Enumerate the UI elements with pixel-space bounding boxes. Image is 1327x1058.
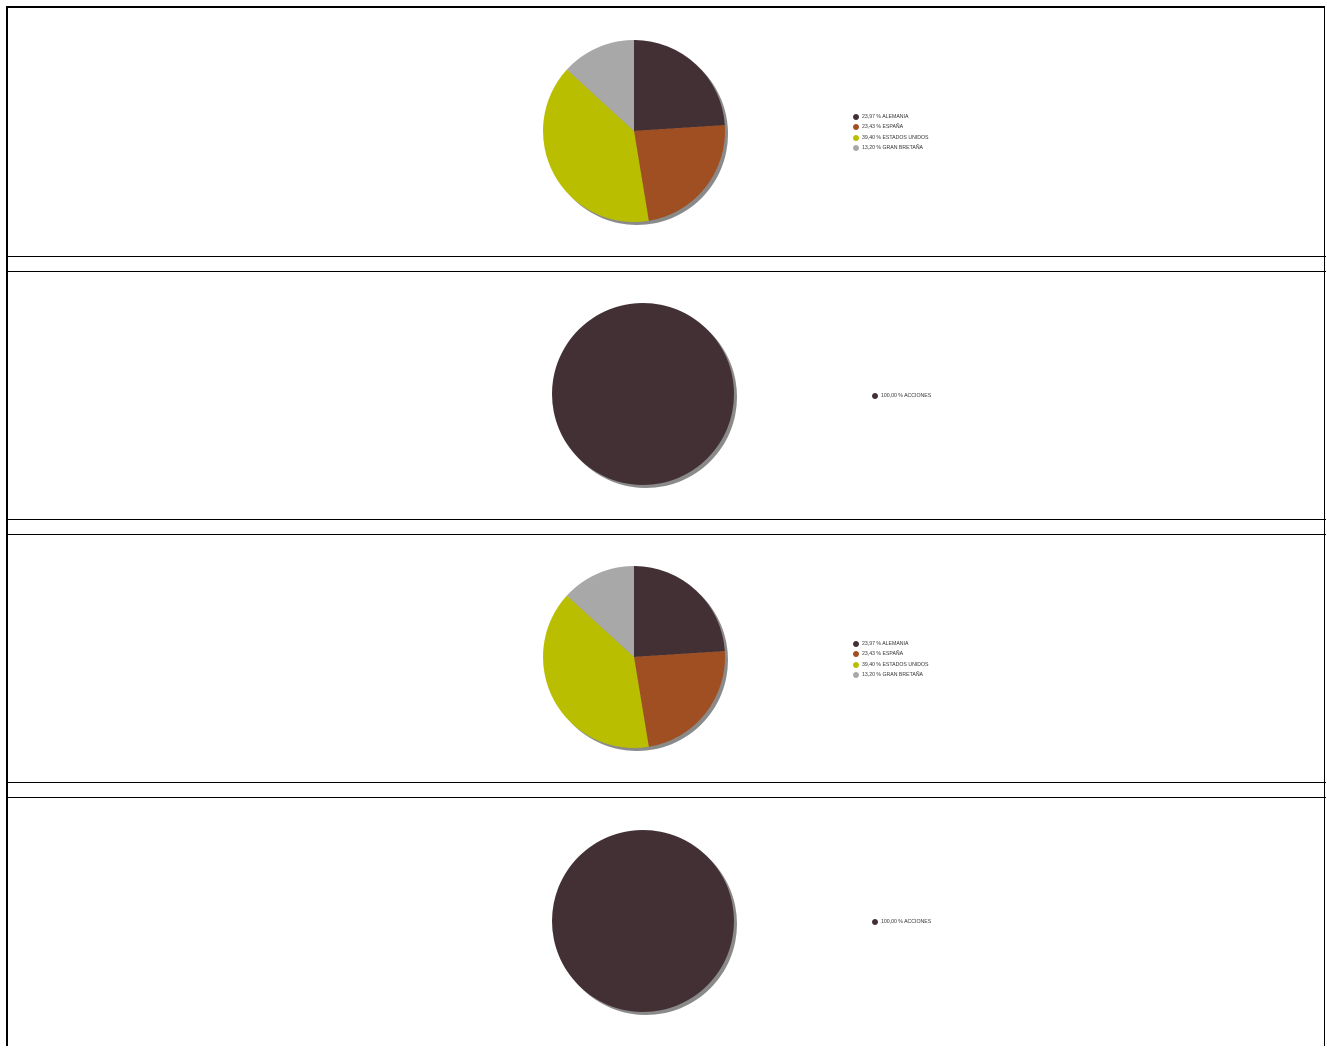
legend-swatch <box>853 124 859 131</box>
legend-assets-2: 100,00 % ACCIONES <box>872 917 931 927</box>
legend-countries-2: 23,97 % ALEMANIA 23,43 % ESPAÑA 39,40 % ES… <box>853 639 929 680</box>
legend-item-estados-unidos: 39,40 % ESTADOS UNIDOS <box>853 660 929 670</box>
legend-label: 23,43 % ESPAÑA <box>862 651 904 658</box>
legend-label: 39,40 % ESTADOS UNIDOS <box>862 134 929 141</box>
pie-chart-countries-1 <box>542 39 728 225</box>
pie-slice-gran-bretana <box>566 39 634 131</box>
pie-slice-gran-bretana <box>566 566 634 657</box>
legend-item-alemania: 23,97 % ALEMANIA <box>853 112 929 122</box>
chart-panel-assets-1: 100,00 % ACCIONES <box>8 272 1326 520</box>
legend-label: 39,40 % ESTADOS UNIDOS <box>862 661 929 668</box>
legend-swatch <box>853 651 859 658</box>
legend-swatch <box>853 641 859 648</box>
legend-swatch <box>853 672 859 679</box>
legend-assets-1: 100,00 % ACCIONES <box>872 391 931 401</box>
pie-slice-alemania <box>634 40 725 131</box>
legend-item-espana: 23,43 % ESPAÑA <box>853 122 929 132</box>
legend-label: 23,97 % ALEMANIA <box>862 641 909 648</box>
chart-panel-countries-1: 23,97 % ALEMANIA 23,43 % ESPAÑA 39,40 % ES… <box>8 8 1326 257</box>
legend-label: 100,00 % ACCIONES <box>881 919 932 926</box>
legend-item-espana: 23,43 % ESPAÑA <box>853 649 929 659</box>
section-separator <box>8 783 1326 798</box>
pie-slice-espana <box>634 125 726 221</box>
pie-slice-estados-unidos <box>542 69 649 223</box>
pie-slice-acciones <box>552 303 734 485</box>
pie-slice-alemania <box>634 566 725 657</box>
pie-slice-acciones <box>552 830 734 1012</box>
legend-item-gran-bretana: 13,20 % GRAN BRETAÑA <box>853 143 929 153</box>
chart-panel-assets-2: 100,00 % ACCIONES <box>8 798 1326 1058</box>
legend-label: 23,43 % ESPAÑA <box>862 124 904 131</box>
legend-item-acciones: 100,00 % ACCIONES <box>872 391 931 401</box>
legend-item-acciones: 100,00 % ACCIONES <box>872 917 931 927</box>
legend-swatch <box>853 134 859 141</box>
legend-swatch <box>853 661 859 668</box>
legend-item-alemania: 23,97 % ALEMANIA <box>853 639 929 649</box>
pie-slice-espana <box>634 651 726 747</box>
legend-label: 13,20 % GRAN BRETAÑA <box>862 672 924 679</box>
report-frame <box>6 6 1325 1046</box>
legend-swatch <box>853 114 859 121</box>
legend-item-estados-unidos: 39,40 % ESTADOS UNIDOS <box>853 133 929 143</box>
legend-label: 100,00 % ACCIONES <box>881 393 932 400</box>
pie-slice-estados-unidos <box>542 595 649 749</box>
legend-swatch <box>853 145 859 152</box>
section-separator <box>8 520 1326 535</box>
legend-label: 23,97 % ALEMANIA <box>862 114 909 121</box>
pie-chart-assets-1 <box>552 303 737 488</box>
legend-label: 13,20 % GRAN BRETAÑA <box>862 145 924 152</box>
pie-chart-countries-2 <box>542 566 728 751</box>
section-separator <box>8 257 1326 272</box>
legend-swatch <box>872 919 878 926</box>
chart-panel-countries-2: 23,97 % ALEMANIA 23,43 % ESPAÑA 39,40 % ES… <box>8 535 1326 783</box>
legend-item-gran-bretana: 13,20 % GRAN BRETAÑA <box>853 670 929 680</box>
legend-countries-1: 23,97 % ALEMANIA 23,43 % ESPAÑA 39,40 % ES… <box>853 112 929 153</box>
legend-swatch <box>872 393 878 400</box>
pie-chart-assets-2 <box>552 830 737 1015</box>
